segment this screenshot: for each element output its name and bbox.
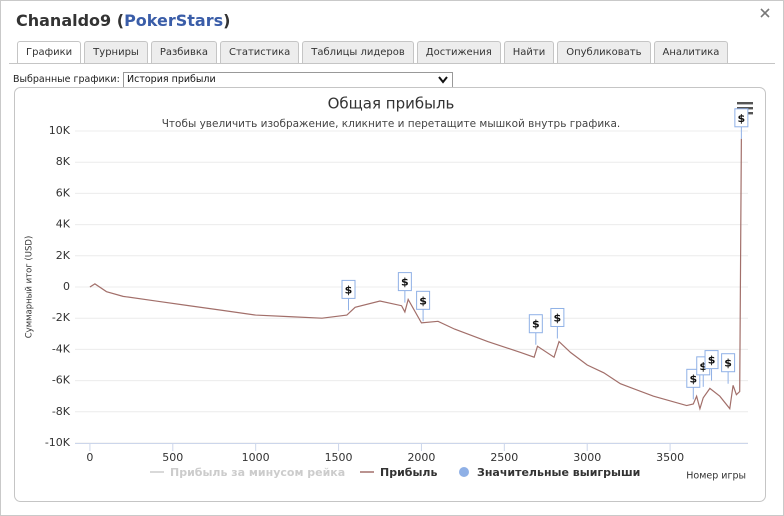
x-tick-label: 500 bbox=[162, 451, 183, 464]
tab[interactable]: Таблицы лидеров bbox=[302, 41, 414, 63]
tab[interactable]: Найти bbox=[503, 41, 555, 63]
flag-box bbox=[528, 314, 543, 334]
win-flag: $ bbox=[550, 307, 565, 339]
flag-label: $ bbox=[738, 112, 746, 125]
legend-item[interactable]: Прибыль за минусом рейка bbox=[150, 466, 345, 479]
selector-value: История прибыли bbox=[127, 74, 216, 85]
flag-label: $ bbox=[401, 276, 409, 289]
legend-item[interactable]: Значительные выигрыши bbox=[459, 466, 640, 479]
tab[interactable]: Графики bbox=[17, 41, 82, 63]
flag-box bbox=[397, 272, 412, 292]
chart-frame bbox=[14, 87, 766, 502]
profit-line bbox=[89, 138, 742, 411]
tab-line bbox=[9, 63, 775, 64]
y-tick-label: 2K bbox=[56, 249, 71, 262]
tab[interactable]: Разбивка bbox=[150, 41, 218, 63]
tab[interactable]: Аналитика bbox=[653, 41, 729, 63]
win-flag: $ bbox=[734, 108, 749, 139]
y-tick-label: -4K bbox=[52, 342, 71, 355]
flag-label: $ bbox=[708, 354, 716, 367]
win-flag: $ bbox=[341, 279, 356, 311]
y-tick-label: -6K bbox=[52, 374, 71, 387]
selector-label: Выбранные графики: bbox=[13, 74, 120, 85]
legend-item[interactable]: Прибыль bbox=[360, 466, 437, 479]
win-flag: $ bbox=[528, 314, 543, 345]
dropdown-caret bbox=[438, 76, 448, 84]
flag-label: $ bbox=[699, 360, 707, 373]
title-end: ) bbox=[223, 11, 231, 30]
win-flag: $ bbox=[397, 272, 412, 303]
legend-symbol bbox=[459, 467, 469, 477]
flag-label: $ bbox=[724, 357, 732, 370]
flag-label: $ bbox=[689, 372, 697, 385]
close-button[interactable] bbox=[759, 7, 771, 19]
x-tick-label: 1500 bbox=[325, 451, 353, 464]
flag-box bbox=[341, 279, 356, 299]
win-flag: $ bbox=[704, 350, 719, 381]
y-tick-label: -8K bbox=[52, 405, 71, 418]
legend-label: Прибыль за минусом рейка bbox=[170, 466, 345, 479]
x-tick-label: 3500 bbox=[656, 451, 684, 464]
flag-label: $ bbox=[554, 311, 562, 324]
x-tick-label: 2500 bbox=[490, 451, 518, 464]
x-tick-label: 2000 bbox=[407, 451, 435, 464]
flag-label: $ bbox=[345, 283, 353, 296]
win-flag: $ bbox=[721, 353, 736, 384]
win-flag: $ bbox=[416, 290, 431, 322]
flag-label: $ bbox=[419, 294, 427, 307]
flag-box bbox=[704, 350, 719, 370]
flag-box bbox=[416, 290, 431, 310]
y-tick-label: 10K bbox=[49, 124, 71, 137]
y-tick-label: 6K bbox=[56, 186, 71, 199]
y-tick-label: -2K bbox=[52, 311, 71, 324]
y-axis-title: Суммарный итог (USD) bbox=[25, 236, 35, 339]
tab[interactable]: Статистика bbox=[220, 41, 300, 63]
y-tick-label: 4K bbox=[56, 218, 71, 231]
y-tick-label: -10K bbox=[45, 436, 71, 449]
chart-subtitle: Чтобы увеличить изображение, кликните и … bbox=[162, 118, 621, 130]
x-tick-label: 0 bbox=[86, 451, 93, 464]
title-player: Chanaldo9 ( bbox=[16, 11, 125, 30]
dialog-title: Chanaldo9 (PokerStars) bbox=[16, 11, 230, 30]
chart-title: Общая прибыль bbox=[328, 95, 455, 113]
tab-bar: Графики Турниры Разбивка Статистика Таблицы … bbox=[17, 41, 729, 63]
tab[interactable]: Турниры bbox=[84, 41, 148, 63]
y-tick-label: 0 bbox=[63, 280, 70, 293]
x-tick-label: 1000 bbox=[242, 451, 270, 464]
x-axis-title: Номер игры bbox=[686, 471, 746, 482]
site-link[interactable]: PokerStars bbox=[124, 11, 224, 30]
x-tick-label: 3000 bbox=[573, 451, 601, 464]
flag-box bbox=[721, 353, 736, 373]
tab[interactable]: Опубликовать bbox=[557, 41, 651, 63]
flag-box bbox=[734, 108, 749, 128]
flag-label: $ bbox=[532, 318, 540, 331]
legend-label: Прибыль bbox=[380, 466, 437, 479]
y-tick-label: 8K bbox=[56, 155, 71, 168]
tab[interactable]: Достижения bbox=[416, 41, 501, 63]
flag-box bbox=[550, 307, 565, 327]
legend-label: Значительные выигрыши bbox=[477, 466, 640, 479]
